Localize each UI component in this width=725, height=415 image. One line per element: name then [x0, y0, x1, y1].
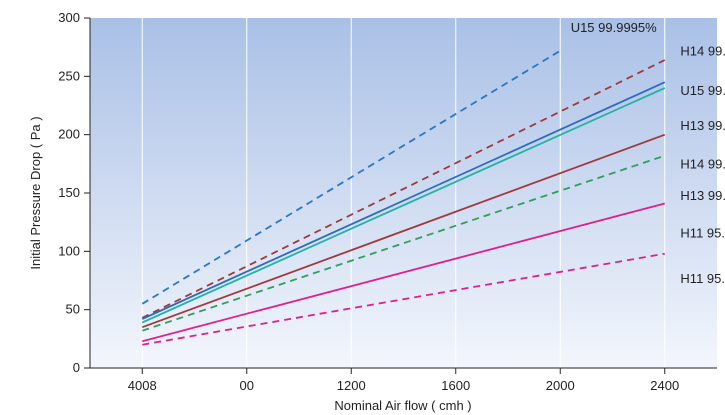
series-label-1: H14 99.999%	[680, 43, 725, 58]
x-tick-label: 1600	[441, 378, 470, 393]
x-tick-label: 1200	[337, 378, 366, 393]
x-tick-label: 2400	[650, 378, 679, 393]
y-tick-label: 250	[58, 68, 80, 83]
series-label-9: H11 95.0% HC	[680, 271, 725, 286]
x-tick-label: 4008	[128, 378, 157, 393]
series-labels: U15 99.9995% H14 99.999% U15 99.9995% HC H1…	[571, 20, 725, 286]
series-label-2: U15 99.9995% HC	[680, 83, 725, 98]
y-tick-label: 300	[58, 10, 80, 25]
y-tick-label: 0	[73, 360, 80, 375]
series-line-2	[141, 81, 666, 320]
y-ticks: 0 50 100 150 200 250 300	[58, 10, 90, 375]
series-line-3	[141, 87, 666, 324]
x-tick-label: 2000	[546, 378, 575, 393]
x-axis-title: Nominal Air flow ( cmh )	[334, 398, 471, 413]
plot-area	[90, 18, 717, 368]
series-line-5	[142, 154, 666, 332]
series-label-7: H11 95.0%	[680, 225, 725, 240]
series-line-1	[141, 59, 666, 319]
series-line-8	[142, 252, 665, 346]
y-tick-label: 200	[58, 127, 80, 142]
series-label-6: H13 99.99% HC	[680, 188, 725, 203]
series-label-5: H14 99.999% HC	[680, 157, 725, 172]
grid-lines	[141, 18, 666, 368]
y-tick-label: 50	[66, 302, 80, 317]
series-label-4: H13 99.99%	[680, 118, 725, 133]
y-tick-label: 100	[58, 243, 80, 258]
x-ticks: 4008 00 1200 1600 2000 2400	[128, 368, 679, 393]
y-tick-label: 150	[58, 185, 80, 200]
x-tick-label: 00	[240, 378, 254, 393]
y-axis-title: Initial Pressure Drop ( Pa )	[28, 116, 43, 269]
series-line-4	[141, 133, 666, 329]
series-lines	[141, 49, 666, 346]
series-label-0: U15 99.9995%	[571, 20, 657, 35]
series-line-6	[142, 202, 666, 343]
series-line-0	[141, 49, 561, 305]
